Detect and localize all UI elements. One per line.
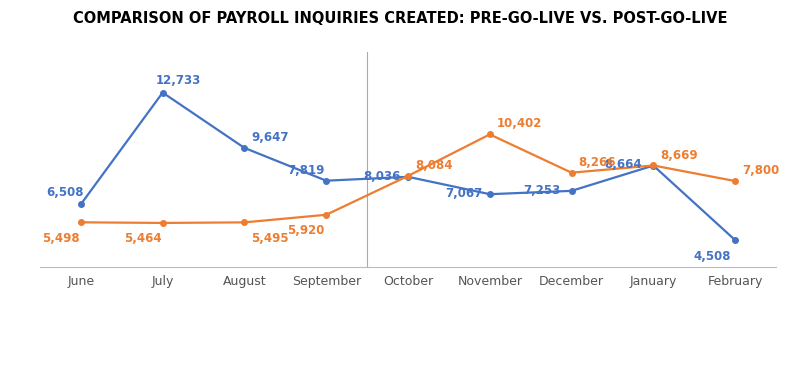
Text: 6,508: 6,508 <box>46 186 84 199</box>
Text: 8,084: 8,084 <box>415 159 453 172</box>
Text: 7,819: 7,819 <box>287 164 325 177</box>
Text: 7,253: 7,253 <box>523 184 560 197</box>
Text: 5,464: 5,464 <box>124 232 162 245</box>
Text: 12,733: 12,733 <box>156 74 201 87</box>
Text: 8,266: 8,266 <box>578 156 616 169</box>
Text: 10,402: 10,402 <box>497 118 542 131</box>
Text: COMPARISON OF PAYROLL INQUIRIES CREATED: PRE-GO-LIVE VS. POST-GO-LIVE: COMPARISON OF PAYROLL INQUIRIES CREATED:… <box>73 11 727 26</box>
Text: 4,508: 4,508 <box>694 250 731 263</box>
Text: 8,669: 8,669 <box>660 148 698 161</box>
Text: 7,067: 7,067 <box>446 187 482 200</box>
Text: 7,800: 7,800 <box>742 164 779 177</box>
Text: 8,036: 8,036 <box>363 170 401 183</box>
Text: 5,495: 5,495 <box>251 232 289 245</box>
Text: 5,920: 5,920 <box>287 224 325 237</box>
Text: 5,498: 5,498 <box>42 232 80 245</box>
Text: 8,664: 8,664 <box>605 158 642 171</box>
Text: 9,647: 9,647 <box>251 131 289 144</box>
